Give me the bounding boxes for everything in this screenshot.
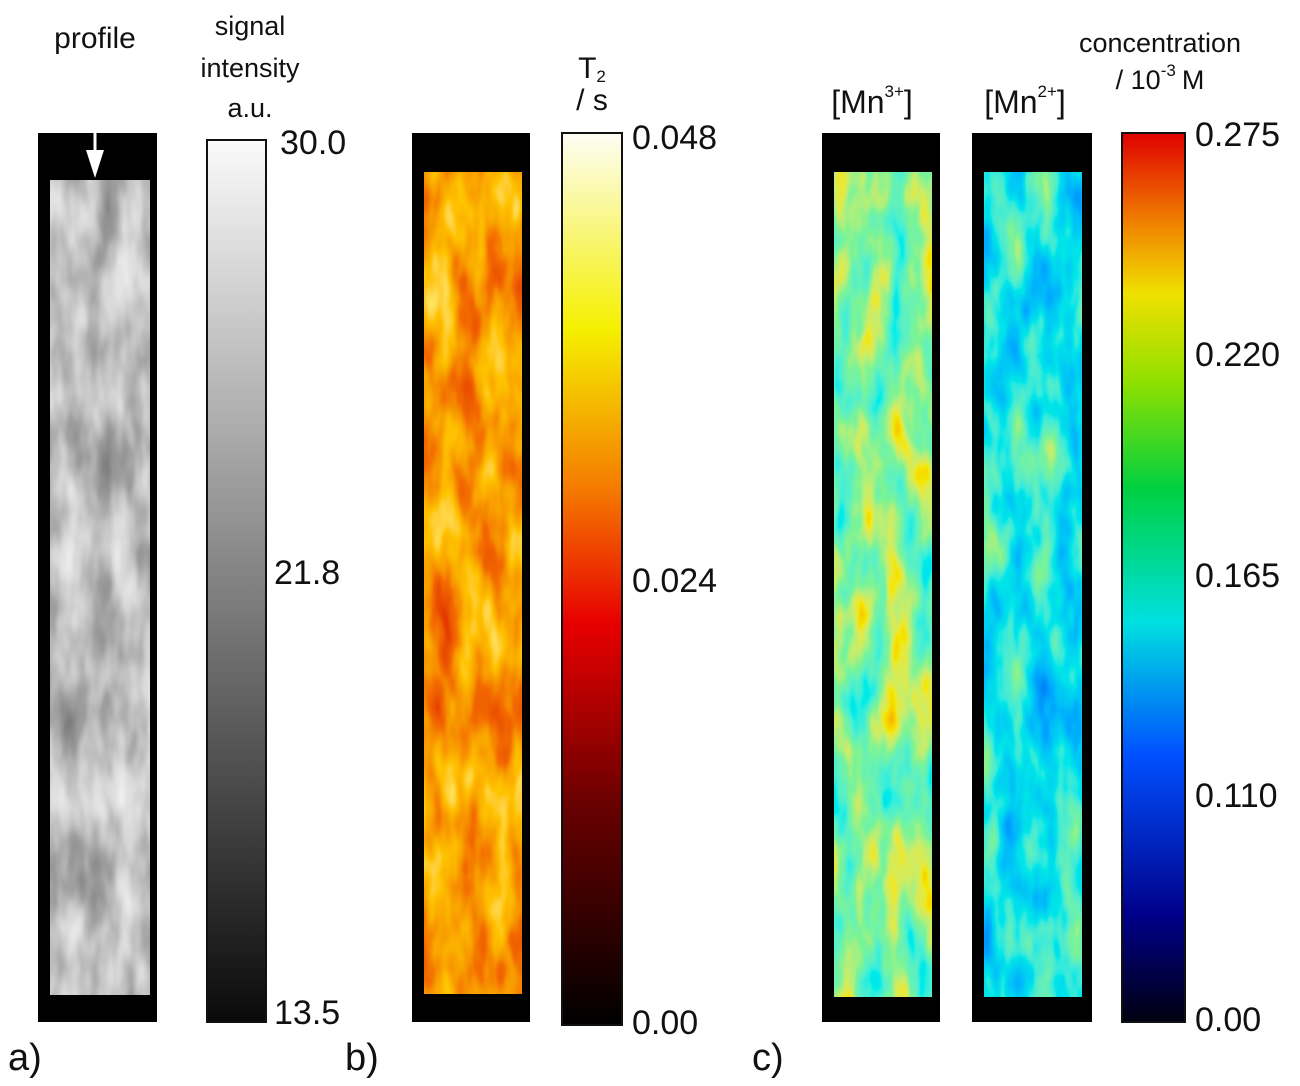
figure: profile signal intensity a.u. 30.0 21.8 …	[0, 0, 1300, 1086]
colorbar-unit: / s	[576, 84, 608, 117]
map-title: [Mn2+]	[984, 82, 1066, 120]
map-title: [Mn3+]	[831, 82, 913, 120]
unit: M	[1182, 65, 1205, 95]
tick-label: 21.8	[274, 554, 340, 592]
bracket: ]	[1057, 84, 1066, 120]
panel-label: b)	[345, 1037, 379, 1079]
superscript: -3	[1161, 61, 1176, 80]
colorbar-title: concentration	[1079, 28, 1241, 58]
mn2-map	[984, 172, 1082, 997]
tick-label: 30.0	[280, 124, 346, 162]
tick-label: 0.00	[1195, 1001, 1261, 1039]
panel-label: a)	[8, 1037, 42, 1079]
superscript: 2+	[1038, 82, 1057, 101]
annotation: profile	[54, 22, 136, 55]
colorbar-unit: / 10-3 M	[1116, 61, 1205, 95]
colorbar	[562, 133, 622, 1025]
panel-label: c)	[752, 1037, 784, 1079]
tick-label: 0.00	[632, 1004, 698, 1042]
unit-prefix: / 10	[1116, 65, 1161, 95]
colorbar	[207, 140, 266, 1022]
tick-label: 0.220	[1195, 336, 1280, 374]
colorbar	[1122, 133, 1185, 1022]
colorbar-title: T2	[578, 52, 606, 87]
t2-map	[424, 172, 522, 994]
superscript: 3+	[885, 82, 904, 101]
tick-label: 0.048	[632, 119, 717, 157]
bracket: ]	[904, 84, 913, 120]
tick-label: 0.165	[1195, 557, 1280, 595]
species: [Mn	[984, 84, 1037, 120]
panel-a: profile signal intensity a.u. 30.0 21.8 …	[8, 11, 346, 1079]
mn3-map	[834, 172, 932, 997]
panel-b: T2 / s 0.048 0.024 0.00 b)	[345, 52, 717, 1079]
colorbar-title: a.u.	[227, 93, 272, 123]
tick-label: 0.275	[1195, 116, 1280, 154]
symbol: T	[578, 52, 596, 85]
colorbar-title: signal	[215, 11, 286, 41]
colorbar-title: intensity	[200, 53, 300, 83]
tick-label: 13.5	[274, 994, 340, 1032]
mri-image	[50, 180, 150, 995]
species: [Mn	[831, 84, 884, 120]
tick-label: 0.110	[1195, 777, 1278, 815]
tick-label: 0.024	[632, 562, 717, 600]
